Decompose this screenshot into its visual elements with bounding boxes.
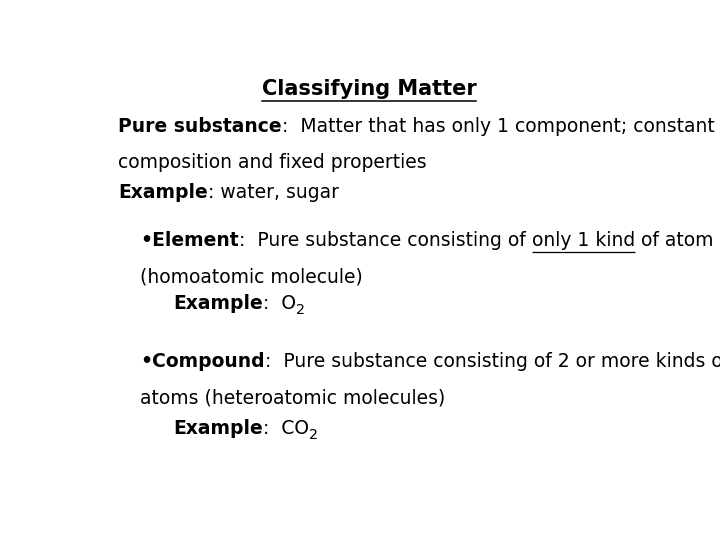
Text: : water, sugar: : water, sugar	[207, 183, 338, 202]
Text: Example: Example	[174, 419, 264, 438]
Text: :  Pure substance consisting of 2 or more kinds of: : Pure substance consisting of 2 or more…	[265, 352, 720, 370]
Text: of atom: of atom	[635, 231, 714, 250]
Text: Example: Example	[118, 183, 207, 202]
Text: Example: Example	[174, 294, 264, 313]
Text: •Compound: •Compound	[140, 352, 265, 370]
Text: (homoatomic molecule): (homoatomic molecule)	[140, 268, 363, 287]
Text: 2: 2	[297, 303, 305, 318]
Text: :  O: : O	[264, 294, 297, 313]
Text: only 1 kind: only 1 kind	[531, 231, 635, 250]
Text: 2: 2	[310, 428, 318, 442]
Text: :  Matter that has only 1 component; constant: : Matter that has only 1 component; cons…	[282, 117, 714, 136]
Text: atoms (heteroatomic molecules): atoms (heteroatomic molecules)	[140, 388, 446, 407]
Text: •Element: •Element	[140, 231, 239, 250]
Text: :  CO: : CO	[264, 419, 310, 438]
Text: composition and fixed properties: composition and fixed properties	[118, 153, 426, 172]
Text: :  Pure substance consisting of: : Pure substance consisting of	[239, 231, 531, 250]
Text: Classifying Matter: Classifying Matter	[261, 79, 477, 99]
Text: Pure substance: Pure substance	[118, 117, 282, 136]
